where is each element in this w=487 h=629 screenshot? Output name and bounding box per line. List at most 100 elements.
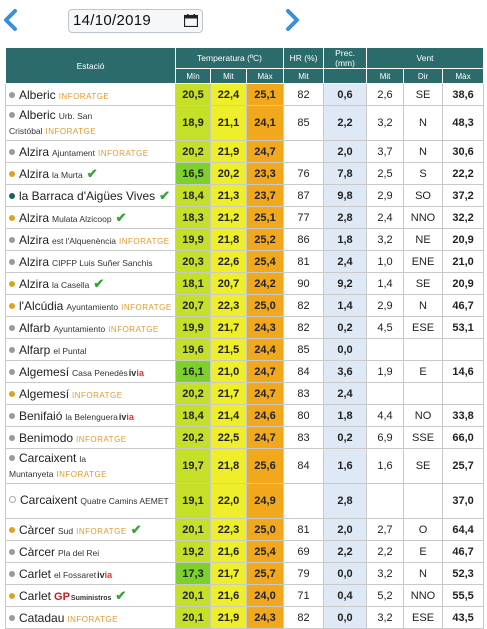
table-row[interactable]: Benimodo INFORATGE 20,2 22,5 24,7 83 0,2 6,9 SSE… [5, 426, 485, 449]
table-row[interactable]: Carcaixent la Muntanyeta INFORATGE 19,7 21,8… [5, 448, 485, 484]
ivia-logo: ivia [97, 569, 113, 580]
station-cell[interactable]: l'Alcúdia Ayuntamiento INFORATGE [5, 294, 176, 317]
station-name[interactable]: Alfarb [19, 320, 51, 335]
status-dot-icon [9, 324, 15, 331]
table-row[interactable]: Alberic INFORATGE 20,5 22,4 25,1 82 0,6 2,6 SE 38… [5, 83, 485, 106]
table-row[interactable]: Algemesí INFORATGE 20,2 21,7 24,7 83 2,4 [5, 382, 485, 405]
table-row[interactable]: Alzira est l'Alquenència INFORATGE 19,9 21,8… [5, 228, 485, 251]
station-name[interactable]: Alzira [19, 232, 50, 247]
header-wind-max[interactable]: Màx [442, 68, 485, 84]
header-temp-max[interactable]: Màx [245, 68, 285, 84]
chevron-left-icon[interactable] [0, 8, 22, 32]
temp-min-cell: 20,1 [175, 584, 211, 607]
station-cell[interactable]: Alzira la Casella ✔ [5, 272, 176, 295]
table-row[interactable]: Alzira CIPFP Luis Suñer Sanchis 20,3 22,6 25… [5, 250, 485, 273]
station-cell[interactable]: Càrcer Sud INFORATGE ✔ [5, 518, 176, 541]
station-name[interactable]: Carcaixent [20, 493, 78, 507]
station-name[interactable]: Alzira [19, 210, 50, 225]
station-cell[interactable]: Benimodo INFORATGE [5, 426, 176, 449]
station-name[interactable]: Alzira [19, 144, 50, 159]
table-row[interactable]: Algemesí Casa Penedèsivia 16,1 21,0 24,7 84 3,… [5, 360, 485, 383]
precip-cell: 1,6 [323, 448, 368, 484]
table-row[interactable]: Alzira Ajuntament INFORATGE 20,2 21,9 24,7 2,0… [5, 140, 485, 163]
temp-mit-cell: 22,0 [210, 483, 247, 519]
station-cell[interactable]: Alzira Ajuntament INFORATGE [5, 140, 176, 163]
temp-max-cell: 24,1 [245, 105, 285, 141]
station-cell[interactable]: Carcaixent Quatre Camins AEMET [5, 483, 176, 519]
station-name[interactable]: Carlet [19, 566, 52, 581]
station-cell[interactable]: Carlet el Fossaretivia [5, 562, 176, 585]
table-row[interactable]: Carlet el Fossaretivia 17,3 21,7 25,7 79 0,0 3,… [5, 562, 485, 585]
temp-mit-cell: 21,1 [210, 105, 247, 141]
station-cell[interactable]: Benifaió la Belengueraivia [5, 404, 176, 427]
header-wind-dir[interactable]: Dir [403, 68, 444, 84]
table-row[interactable]: Benifaió la Belengueraivia 18,4 21,4 24,6 80 1… [5, 404, 485, 427]
header-temp-mit[interactable]: Mit [210, 68, 247, 84]
precip-cell: 0,2 [323, 316, 368, 339]
header-hr-mit[interactable]: Mit [283, 68, 325, 84]
station-cell[interactable]: Alzira est l'Alquenència INFORATGE [5, 228, 176, 251]
table-row[interactable]: la Barraca d'Aigües Vives ✔ 18,4 21,3 23,7 87… [5, 184, 485, 207]
wind-mit-cell: 2,7 [366, 518, 405, 541]
table-row[interactable]: Alzira la Murta ✔ 16,5 20,2 23,3 76 7,8 2,5 S 22,2 [5, 162, 485, 185]
station-name[interactable]: Alzira [19, 166, 50, 181]
station-name[interactable]: Alzira [19, 254, 50, 269]
station-name[interactable]: Benimodo [19, 430, 74, 445]
verified-check-icon: ✔ [115, 209, 127, 225]
station-name[interactable]: Alfarp [19, 342, 51, 357]
station-name[interactable]: la Barraca d'Aigües Vives [19, 188, 156, 203]
wind-mit-cell: 2,9 [366, 294, 405, 317]
station-cell[interactable]: Alzira Mulata Alzicoop ✔ [5, 206, 176, 229]
wind-dir-cell: ESE [403, 316, 444, 339]
station-name[interactable]: Catadau [19, 610, 65, 625]
station-cell[interactable]: Alberic INFORATGE [5, 83, 176, 106]
precip-cell: 1,8 [323, 404, 368, 427]
table-row[interactable]: Catadau INFORATGE 20,1 21,9 24,3 82 0,0 3,2 ESE 4… [5, 606, 485, 629]
station-cell[interactable]: Alfarb Ayuntamiento INFORATGE [5, 316, 176, 339]
station-name[interactable]: Carcaixent [19, 450, 77, 465]
station-cell[interactable]: Algemesí INFORATGE [5, 382, 176, 405]
station-name[interactable]: Alberic [19, 87, 56, 102]
header-station[interactable]: Estació [5, 47, 176, 84]
wind-mit-cell: 2,5 [366, 162, 405, 185]
station-cell[interactable]: Alberic Urb. San Cristóbal INFORATGE [5, 105, 176, 141]
header-temp-min[interactable]: Mín [175, 68, 211, 84]
table-row[interactable]: Càrcer Pla del Rei 19,2 21,6 25,4 69 2,2 2,2 E 46… [5, 540, 485, 563]
table-row[interactable]: Alberic Urb. San Cristóbal INFORATGE 18,9 21… [5, 105, 485, 141]
wind-dir-cell [403, 338, 444, 361]
station-name[interactable]: Benifaió [19, 408, 63, 423]
table-row[interactable]: l'Alcúdia Ayuntamiento INFORATGE 20,7 22,3 25… [5, 294, 485, 317]
table-row[interactable]: Carlet GPSuministros ✔ 20,1 21,6 24,0 71 0,4 5,2… [5, 584, 485, 607]
precip-cell: 2,2 [323, 540, 368, 563]
station-cell[interactable]: Càrcer Pla del Rei [5, 540, 176, 563]
station-cell[interactable]: Algemesí Casa Penedèsivia [5, 360, 176, 383]
station-name[interactable]: Càrcer [19, 544, 56, 559]
station-cell[interactable]: Catadau INFORATGE [5, 606, 176, 629]
table-row[interactable]: Alfarp el Puntal 19,6 21,5 24,4 85 0,0 [5, 338, 485, 361]
station-name[interactable]: Algemesí [19, 364, 70, 379]
table-row[interactable]: Càrcer Sud INFORATGE ✔ 20,1 22,3 25,0 81 2,0 2,7 O… [5, 518, 485, 541]
table-row[interactable]: Carcaixent Quatre Camins AEMET 19,1 22,0 24,… [5, 483, 485, 519]
station-name[interactable]: Càrcer [19, 522, 56, 537]
station-name[interactable]: Alzira [19, 276, 50, 291]
date-field[interactable]: 14/10/2019 [68, 9, 203, 33]
header-wind-mit[interactable]: Mit [366, 68, 405, 84]
station-name[interactable]: Alberic [19, 107, 56, 122]
table-row[interactable]: Alfarb Ayuntamiento INFORATGE 19,9 21,7 24,3 8… [5, 316, 485, 339]
wind-max-cell: 21,0 [442, 250, 485, 273]
temp-min-cell: 19,6 [175, 338, 211, 361]
station-cell[interactable]: Alzira CIPFP Luis Suñer Sanchis [5, 250, 176, 273]
station-cell[interactable]: Alfarp el Puntal [5, 338, 176, 361]
station-cell[interactable]: la Barraca d'Aigües Vives ✔ [5, 184, 176, 207]
station-name[interactable]: l'Alcúdia [19, 298, 64, 313]
table-row[interactable]: Alzira la Casella ✔ 18,1 20,7 24,2 90 9,2 1,4 SE 2… [5, 272, 485, 295]
station-cell[interactable]: Carlet GPSuministros ✔ [5, 584, 176, 607]
station-cell[interactable]: Carcaixent la Muntanyeta INFORATGE [5, 448, 176, 484]
station-name[interactable]: Algemesí [19, 386, 70, 401]
table-row[interactable]: Alzira Mulata Alzicoop ✔ 18,3 21,2 25,1 77 2,8 2… [5, 206, 485, 229]
calendar-icon[interactable] [184, 14, 198, 27]
chevron-right-icon[interactable] [281, 8, 303, 32]
temp-min-cell: 18,9 [175, 105, 211, 141]
station-cell[interactable]: Alzira la Murta ✔ [5, 162, 176, 185]
station-name[interactable]: Carlet [19, 588, 52, 603]
